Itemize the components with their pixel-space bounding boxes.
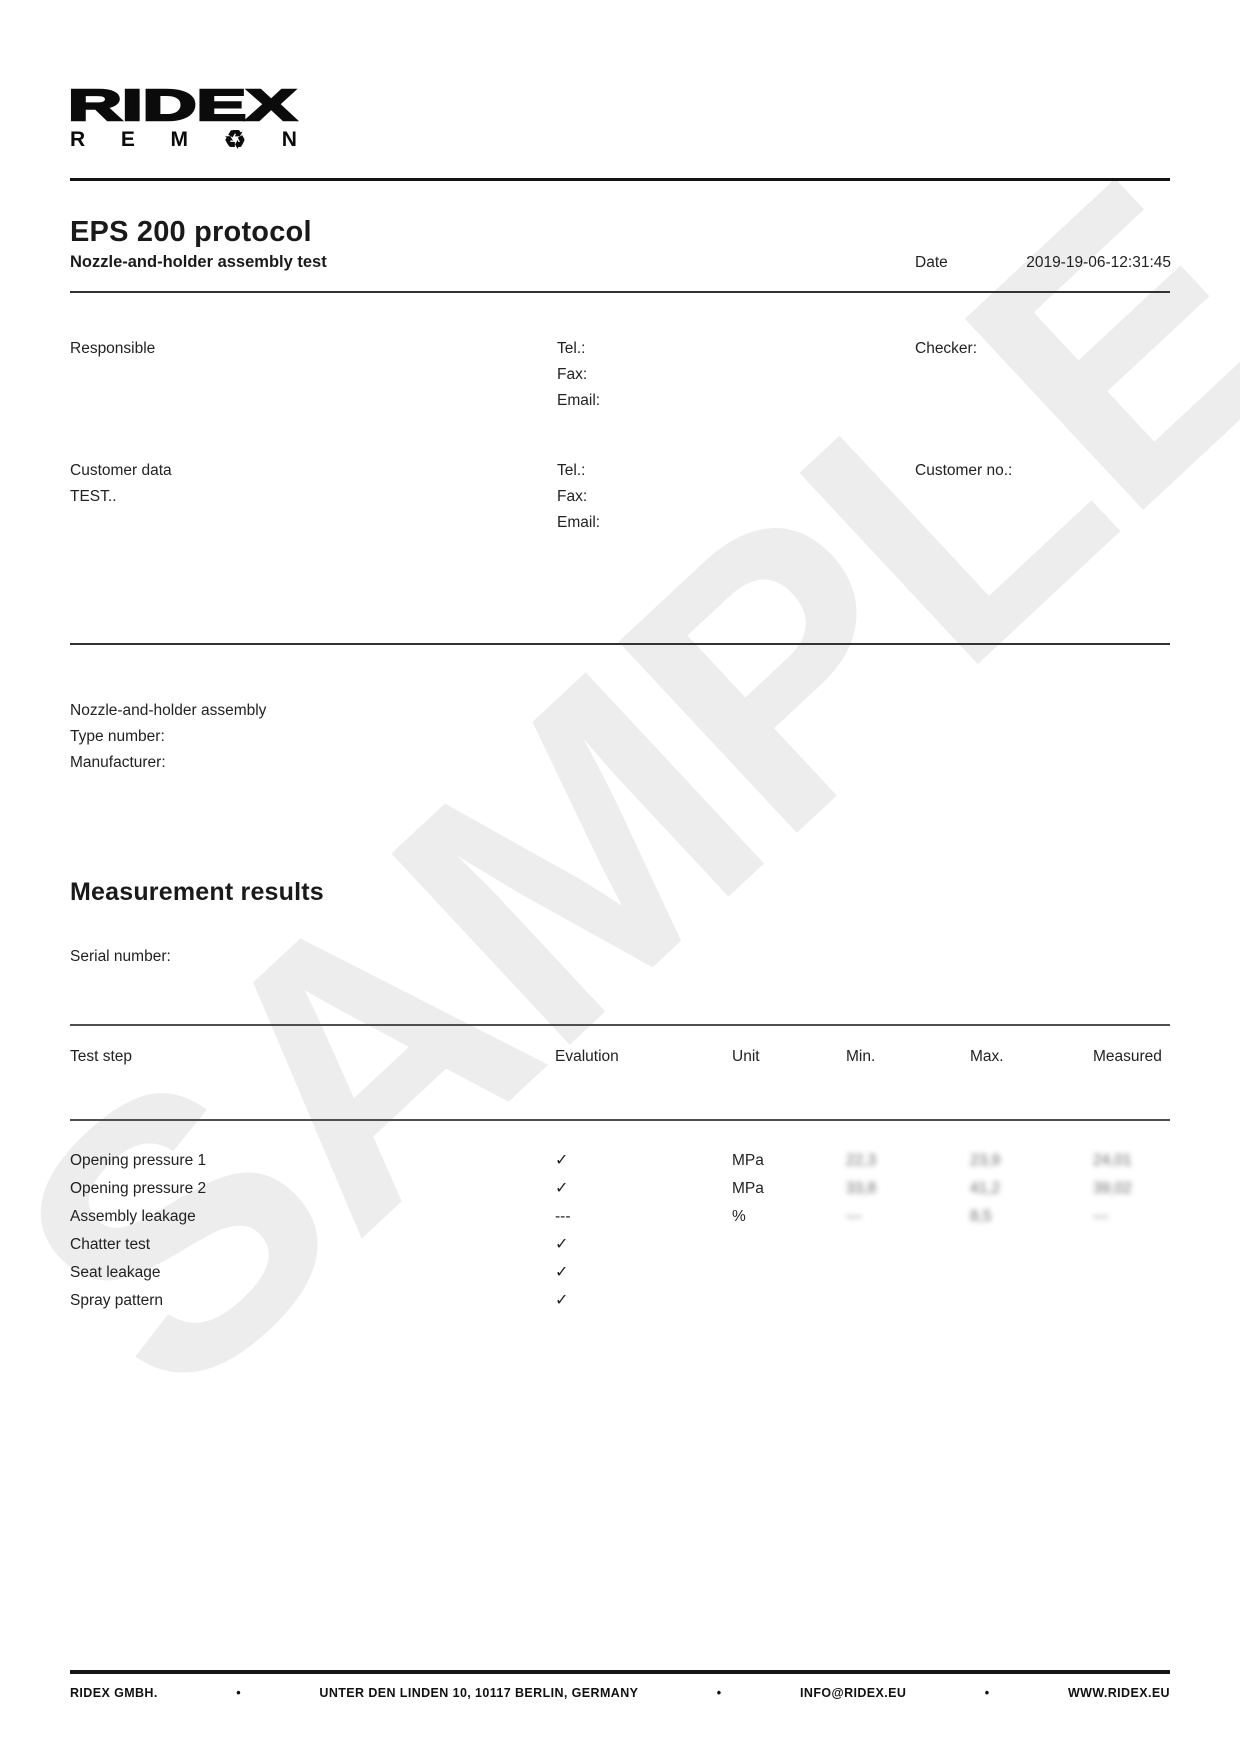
table-top-rule — [70, 1024, 1170, 1026]
cell-test-step: Spray pattern — [70, 1292, 164, 1309]
reman-letter-e: E — [120, 128, 136, 151]
cell-measured-redacted: 24,01 — [1093, 1152, 1132, 1169]
customer-data-value: TEST.. — [70, 488, 117, 505]
customer-data-label: Customer data — [70, 462, 172, 479]
reman-letter-m: M — [170, 128, 190, 151]
cell-test-step: Opening pressure 2 — [70, 1180, 207, 1197]
check-icon: ✓ — [555, 1180, 569, 1197]
col-header-evalution: Evalution — [555, 1048, 619, 1065]
customer-email-label: Email: — [557, 514, 601, 531]
table-row: Spray pattern ✓ — [0, 1291, 1240, 1317]
serial-number-label: Serial number: — [70, 948, 171, 965]
footer: RIDEX GMBH. • UNTER DEN LINDEN 10, 10117… — [70, 1686, 1170, 1700]
responsible-tel-label: Tel.: — [557, 340, 586, 357]
check-icon: ✓ — [555, 1152, 569, 1169]
cell-measured-redacted: --- — [1093, 1208, 1109, 1225]
footer-address: UNTER DEN LINDEN 10, 10117 BERLIN, GERMA… — [319, 1686, 639, 1700]
bullet-icon: • — [984, 1686, 990, 1700]
col-header-unit: Unit — [732, 1048, 760, 1065]
cell-min-redacted: 33,8 — [846, 1180, 877, 1197]
customer-tel-label: Tel.: — [557, 462, 586, 479]
reman-letter-r: R — [70, 128, 87, 151]
col-header-min: Min. — [846, 1048, 876, 1065]
footer-email: INFO@RIDEX.EU — [800, 1686, 907, 1700]
reman-letter-n: N — [281, 128, 298, 151]
responsible-label: Responsible — [70, 340, 156, 357]
customer-fax-label: Fax: — [557, 488, 588, 505]
responsible-email-label: Email: — [557, 392, 601, 409]
footer-company: RIDEX GMBH. — [70, 1686, 158, 1700]
header-divider — [70, 178, 1170, 181]
date-label: Date — [915, 254, 948, 271]
col-header-test-step: Test step — [70, 1048, 133, 1065]
assembly-name: Nozzle-and-holder assembly — [70, 702, 267, 719]
section-divider — [70, 643, 1170, 645]
title-divider — [70, 291, 1170, 293]
table-row: Chatter test ✓ — [0, 1235, 1240, 1261]
cell-unit: % — [732, 1208, 746, 1225]
cell-eval-dashes: --- — [555, 1208, 571, 1225]
cell-unit: MPa — [732, 1152, 764, 1169]
manufacturer-label: Manufacturer: — [70, 754, 166, 771]
col-header-measured: Measured — [1093, 1048, 1162, 1065]
checker-label: Checker: — [915, 340, 978, 357]
ridex-wordmark: RIDEX — [68, 81, 296, 128]
cell-min-redacted: --- — [846, 1208, 862, 1225]
cell-unit: MPa — [732, 1180, 764, 1197]
cell-min-redacted: 22,3 — [846, 1152, 877, 1169]
table-row: Opening pressure 1 ✓ MPa 22,3 23,9 24,01 — [0, 1151, 1240, 1177]
date-value: 2019-19-06-12:31:45 — [1026, 254, 1171, 271]
cell-test-step: Seat leakage — [70, 1264, 161, 1281]
type-number-label: Type number: — [70, 728, 165, 745]
table-row: Assembly leakage --- % --- 8,5 --- — [0, 1207, 1240, 1233]
footer-divider — [70, 1670, 1170, 1674]
bullet-icon: • — [236, 1686, 241, 1700]
reman-wordmark: R E M ♻ N — [70, 125, 298, 154]
ridex-logo: RIDEX — [67, 80, 297, 128]
check-icon: ✓ — [555, 1264, 569, 1281]
table-header-rule — [70, 1119, 1170, 1121]
cell-test-step: Assembly leakage — [70, 1208, 196, 1225]
page-subtitle: Nozzle-and-holder assembly test — [70, 253, 327, 271]
col-header-max: Max. — [970, 1048, 1004, 1065]
check-icon: ✓ — [555, 1236, 569, 1253]
cell-test-step: Chatter test — [70, 1236, 151, 1253]
cell-max-redacted: 41,2 — [970, 1180, 1001, 1197]
cell-max-redacted: 8,5 — [970, 1208, 992, 1225]
responsible-fax-label: Fax: — [557, 366, 588, 383]
recycle-icon: ♻ — [223, 125, 248, 154]
table-row: Opening pressure 2 ✓ MPa 33,8 41,2 39,02 — [0, 1179, 1240, 1205]
table-header-row: Test step Evalution Unit Min. Max. Measu… — [0, 1047, 1240, 1073]
measurement-results-heading: Measurement results — [70, 878, 324, 906]
page-title: EPS 200 protocol — [70, 216, 312, 248]
date-row: Date 2019-19-06-12:31:45 — [915, 253, 1171, 273]
customer-no-label: Customer no.: — [915, 462, 1013, 479]
check-icon: ✓ — [555, 1292, 569, 1309]
footer-website: WWW.RIDEX.EU — [1067, 1686, 1170, 1700]
table-row: Seat leakage ✓ — [0, 1263, 1240, 1289]
cell-max-redacted: 23,9 — [970, 1152, 1001, 1169]
cell-measured-redacted: 39,02 — [1093, 1180, 1132, 1197]
bullet-icon: • — [716, 1686, 722, 1700]
cell-test-step: Opening pressure 1 — [70, 1152, 207, 1169]
